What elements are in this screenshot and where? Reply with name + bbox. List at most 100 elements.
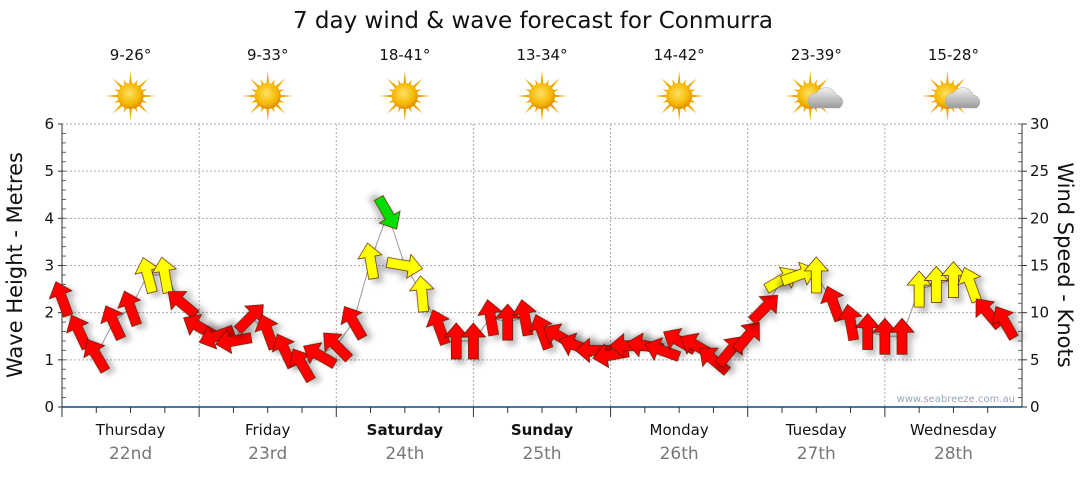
- cloud-shape: [807, 87, 843, 109]
- wind-arrow-shape: [373, 195, 401, 230]
- sun-ray: [137, 103, 149, 114]
- temperature-label: 15-28°: [928, 46, 979, 64]
- sun-ray: [403, 71, 407, 85]
- sun-disc: [529, 83, 555, 109]
- date-label: 28th: [934, 444, 973, 464]
- wind-arrow: [83, 339, 111, 374]
- sun-ray: [129, 107, 133, 121]
- wind-arrow-shape: [528, 314, 554, 351]
- sun-ray: [661, 103, 672, 114]
- sun-ray: [686, 78, 697, 89]
- sun-ray: [785, 94, 799, 98]
- wind-arrow-shape: [167, 291, 200, 320]
- y-right-tick-label: 25: [1030, 162, 1049, 180]
- day-label: Thursday: [95, 421, 166, 439]
- sun-disc: [666, 83, 693, 109]
- sun-ray: [266, 71, 270, 85]
- wind-arrow: [408, 275, 435, 313]
- sun-ray: [540, 71, 544, 85]
- partly-cloudy-icon: [785, 71, 843, 121]
- wind-arrow: [803, 256, 830, 294]
- wind-arrow-shape: [460, 322, 487, 360]
- wind-arrow-shape: [803, 256, 830, 294]
- day-label: Monday: [650, 421, 709, 439]
- day-label: Sunday: [511, 421, 574, 439]
- y-right-tick-label: 0: [1030, 398, 1040, 416]
- sun-ray: [929, 103, 941, 114]
- sun-ray: [412, 78, 423, 89]
- temperature-label: 23-39°: [791, 46, 842, 64]
- sun-ray: [387, 103, 398, 114]
- wind-arrow: [699, 347, 731, 376]
- sun-ray: [677, 71, 681, 85]
- sun-ray: [250, 103, 261, 114]
- temperature-label: 18-41°: [379, 46, 430, 64]
- y-left-tick-label: 1: [44, 351, 54, 369]
- sun-icon: [517, 71, 567, 121]
- wind-arrow: [385, 253, 424, 279]
- wind-arrow-shape: [731, 322, 760, 354]
- wind-arrow-shape: [48, 281, 74, 318]
- wind-arrow-shape: [100, 305, 127, 341]
- sun-ray: [677, 107, 681, 121]
- sun-ray: [112, 103, 124, 114]
- temperature-label: 13-34°: [516, 46, 567, 64]
- day-label: Friday: [245, 421, 291, 439]
- sun-ray: [524, 103, 535, 114]
- date-label: 27th: [797, 444, 836, 464]
- sun-ray: [279, 94, 293, 98]
- sun-ray: [661, 78, 672, 89]
- sun-ray: [416, 94, 430, 98]
- sun-icon: [379, 71, 430, 121]
- sun-ray: [553, 94, 567, 98]
- temperature-label: 9-33°: [247, 46, 289, 64]
- wind-arrow: [323, 332, 354, 363]
- wind-arrow-shape: [117, 290, 142, 328]
- sun-ray: [266, 107, 270, 121]
- wind-arrow-shape: [837, 303, 863, 342]
- y-axis-right-label: Wind Speed - Knots: [1053, 162, 1077, 367]
- y-left-tick-label: 5: [44, 162, 54, 180]
- sun-ray: [250, 78, 261, 89]
- y-right-tick-label: 5: [1030, 351, 1040, 369]
- wind-arrow-shape: [408, 275, 435, 313]
- sun-ray: [540, 107, 544, 121]
- wind-arrow: [889, 317, 915, 355]
- wind-arrow: [748, 294, 778, 325]
- wind-arrow: [528, 314, 554, 351]
- sun-ray: [275, 103, 286, 114]
- wind-arrow: [48, 281, 74, 318]
- wind-arrow-shape: [425, 309, 451, 346]
- wind-arrow-shape: [323, 332, 354, 363]
- wind-arrow: [357, 242, 383, 280]
- wind-arrow: [425, 309, 451, 346]
- sun-ray: [387, 78, 398, 89]
- sun-ray: [792, 103, 803, 114]
- wind-arrow-shape: [215, 329, 253, 355]
- sun-ray: [129, 71, 133, 85]
- wind-arrow: [644, 337, 682, 362]
- sun-ray: [691, 94, 705, 98]
- day-label: Wednesday: [910, 421, 997, 439]
- y-right-tick-label: 30: [1030, 115, 1049, 133]
- sun-ray: [954, 78, 966, 89]
- y-right-tick-label: 20: [1030, 209, 1049, 227]
- wind-arrow: [303, 342, 338, 369]
- date-label: 22nd: [109, 444, 152, 464]
- wind-arrow-shape: [303, 342, 338, 369]
- wind-arrow-shape: [357, 242, 383, 280]
- sun-ray: [929, 78, 941, 89]
- sun-ray: [549, 103, 560, 114]
- y-left-tick-label: 4: [44, 209, 54, 227]
- wind-arrow-shape: [511, 299, 537, 337]
- wind-arrow-shape: [151, 256, 177, 294]
- sun-ray: [808, 107, 812, 121]
- wind-arrow: [837, 303, 863, 342]
- day-label: Saturday: [367, 421, 444, 439]
- sun-ray: [817, 78, 828, 89]
- temperature-label: 9-26°: [110, 46, 152, 64]
- sun-ray: [403, 107, 407, 121]
- wind-arrow-shape: [889, 317, 915, 355]
- chart-title: 7 day wind & wave forecast for Conmurra: [293, 8, 773, 34]
